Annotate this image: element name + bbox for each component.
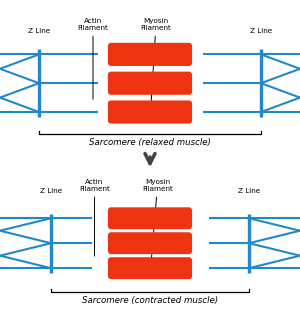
Text: Z Line: Z Line [28, 28, 50, 34]
Text: Z Line: Z Line [238, 188, 260, 194]
Text: Myosin
Filament: Myosin Filament [142, 179, 173, 274]
Text: Z Line: Z Line [40, 188, 62, 194]
Text: Sarcomere (relaxed muscle): Sarcomere (relaxed muscle) [89, 138, 211, 147]
Text: Actin
Filament: Actin Filament [78, 18, 108, 99]
FancyBboxPatch shape [109, 258, 191, 278]
FancyBboxPatch shape [109, 101, 191, 123]
FancyBboxPatch shape [109, 72, 191, 94]
Text: Actin
Filament: Actin Filament [79, 179, 110, 256]
Text: Myosin
Filament: Myosin Filament [141, 18, 171, 118]
FancyBboxPatch shape [109, 208, 191, 228]
FancyBboxPatch shape [109, 233, 191, 253]
FancyBboxPatch shape [109, 44, 191, 65]
Text: Z Line: Z Line [250, 28, 272, 34]
Text: Sarcomere (contracted muscle): Sarcomere (contracted muscle) [82, 296, 218, 305]
